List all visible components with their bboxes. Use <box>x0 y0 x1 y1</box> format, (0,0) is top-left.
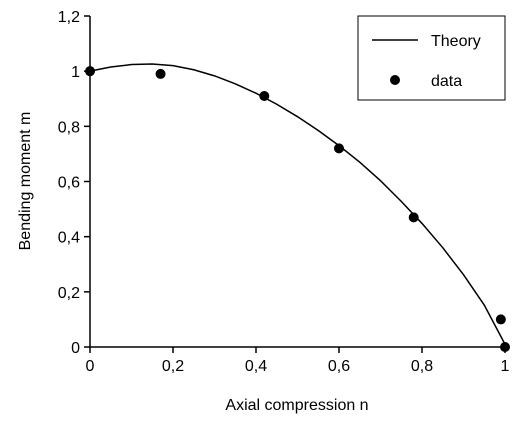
x-tick-label: 1 <box>501 358 510 375</box>
y-tick-label: 0,4 <box>58 230 80 247</box>
y-tick-label: 0,2 <box>58 285 80 302</box>
x-tick-label: 0,6 <box>328 358 350 375</box>
y-tick-label: 0 <box>71 340 80 357</box>
data-point <box>155 68 166 79</box>
data-point <box>334 143 344 154</box>
data-point <box>495 314 506 325</box>
data-points-layer <box>85 66 510 352</box>
x-ticks: 0 0,2 0,4 0,6 0,8 1 <box>86 347 510 375</box>
x-axis-label: Axial compression n <box>225 397 368 414</box>
legend-data-marker <box>390 75 400 85</box>
x-tick-label: 0 <box>86 358 95 375</box>
theory-curve <box>89 63 506 345</box>
legend-theory-label: Theory <box>431 33 481 50</box>
data-point <box>259 90 270 101</box>
data-point <box>408 212 419 223</box>
legend-data-label: data <box>431 73 462 90</box>
legend-box <box>357 15 506 101</box>
y-axis-label: Bending moment m <box>17 112 34 251</box>
y-ticks: 0 0,2 0,4 0,6 0,8 1 1,2 <box>58 9 90 357</box>
y-tick-label: 0,6 <box>58 175 80 192</box>
y-tick-label: 0,8 <box>58 119 80 136</box>
x-tick-label: 0,2 <box>162 358 184 375</box>
x-tick-label: 0,4 <box>245 358 267 375</box>
y-tick-label: 1,2 <box>58 9 80 26</box>
y-tick-label: 1 <box>71 64 80 81</box>
x-tick-label: 0,8 <box>411 358 433 375</box>
theory-curve-layer <box>89 63 506 345</box>
legend: Theory data <box>357 15 506 101</box>
